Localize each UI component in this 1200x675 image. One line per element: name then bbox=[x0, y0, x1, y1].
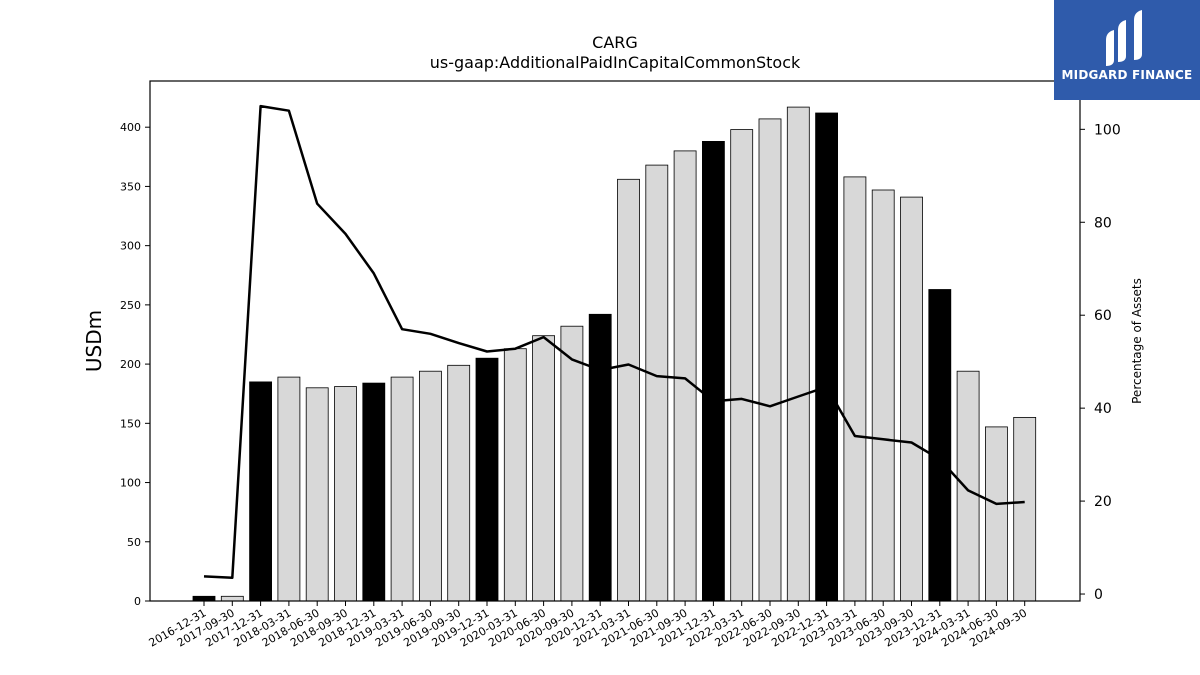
bar-2016-12-31 bbox=[192, 595, 216, 602]
bar-2023-03-31 bbox=[843, 176, 867, 602]
x-axis-ticks: 2016-12-312017-09-302017-12-312018-03-31… bbox=[147, 601, 1029, 650]
bar-2020-09-30 bbox=[560, 325, 584, 602]
bar-2022-12-31 bbox=[815, 112, 838, 602]
bar-2023-12-31 bbox=[928, 289, 952, 602]
bar-2018-03-31 bbox=[277, 376, 301, 602]
left-axis-label: USDm bbox=[82, 310, 106, 372]
left-tick-label: 400 bbox=[120, 121, 141, 134]
bar-2019-03-31 bbox=[390, 376, 414, 602]
bar-2024-03-31 bbox=[956, 370, 980, 602]
right-tick-label: 80 bbox=[1094, 215, 1112, 231]
bar-2019-06-30 bbox=[418, 370, 442, 602]
bar-2020-03-31 bbox=[503, 348, 527, 602]
bar-2021-06-30 bbox=[645, 164, 669, 602]
bar-2023-06-30 bbox=[871, 189, 895, 602]
right-tick-label: 20 bbox=[1094, 494, 1112, 510]
right-tick-label: 0 bbox=[1094, 587, 1103, 603]
left-tick-label: 50 bbox=[127, 536, 141, 549]
plot-frame bbox=[149, 80, 1081, 602]
bar-2022-03-31 bbox=[730, 129, 754, 602]
bar-2020-12-31 bbox=[588, 313, 612, 602]
bar-2019-09-30 bbox=[447, 364, 471, 602]
bar-2017-09-30 bbox=[220, 595, 244, 602]
logo-mark-icon bbox=[1106, 10, 1142, 66]
left-tick-label: 200 bbox=[120, 358, 141, 371]
bar-2019-12-31 bbox=[475, 357, 499, 602]
bar-2024-09-30 bbox=[1013, 416, 1037, 602]
bar-2018-06-30 bbox=[305, 387, 329, 602]
bar-2022-09-30 bbox=[786, 106, 810, 602]
chart-subtitle: us-gaap:AdditionalPaidInCapitalCommonSto… bbox=[430, 53, 801, 72]
left-tick-label: 250 bbox=[120, 299, 141, 312]
left-tick-label: 0 bbox=[134, 595, 141, 608]
left-axis-ticks: 0 50 100 150 200 250 300 350 400 bbox=[120, 121, 150, 608]
bar-2020-06-30 bbox=[532, 335, 555, 602]
bar-2018-12-31 bbox=[362, 382, 386, 602]
bar-2024-06-30 bbox=[985, 426, 1008, 602]
logo-text: MIDGARD FINANCE bbox=[1061, 68, 1193, 82]
bar-2021-03-31 bbox=[617, 178, 640, 602]
bar-2018-09-30 bbox=[334, 386, 357, 602]
bar-2021-12-31 bbox=[702, 140, 725, 602]
left-tick-label: 100 bbox=[120, 477, 141, 490]
bar-2017-12-31 bbox=[249, 381, 273, 602]
left-tick-label: 300 bbox=[120, 240, 141, 253]
bar-2023-09-30 bbox=[900, 196, 923, 602]
bar-2021-09-30 bbox=[673, 150, 697, 602]
right-axis-label: Percentage of Assets bbox=[1130, 278, 1144, 404]
bar-2022-06-30 bbox=[758, 118, 782, 602]
percentage-line bbox=[203, 104, 1025, 580]
midgard-finance-logo: MIDGARD FINANCE bbox=[1054, 0, 1200, 100]
right-tick-label: 100 bbox=[1094, 122, 1121, 138]
chart-title: CARG bbox=[592, 33, 638, 52]
right-axis-ticks: 0 20 40 60 80 100 bbox=[1080, 122, 1121, 603]
right-tick-label: 40 bbox=[1094, 401, 1112, 417]
right-tick-label: 60 bbox=[1094, 308, 1112, 324]
bar-series bbox=[192, 106, 1037, 602]
left-tick-label: 350 bbox=[120, 180, 141, 193]
left-tick-label: 150 bbox=[120, 417, 141, 430]
